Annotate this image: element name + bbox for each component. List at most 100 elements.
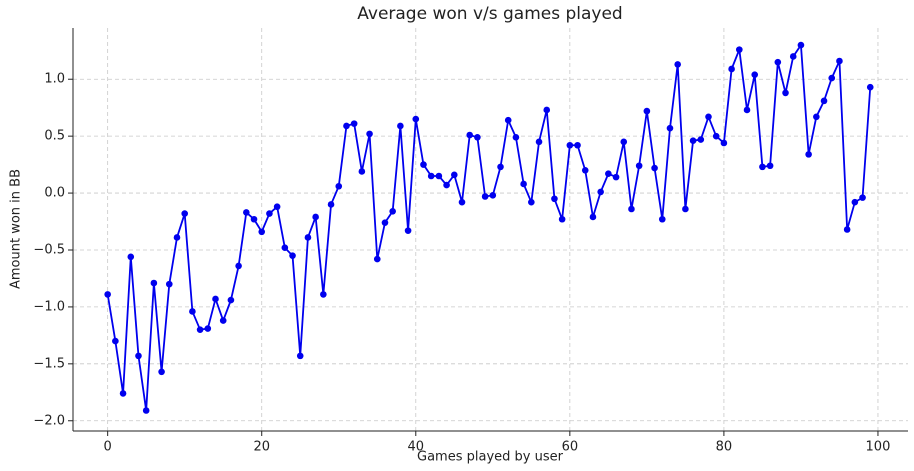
data-point — [420, 161, 427, 168]
data-point — [851, 198, 859, 206]
data-point — [196, 326, 204, 333]
data-point — [266, 210, 273, 217]
data-point — [682, 205, 689, 213]
data-point — [289, 252, 296, 259]
data-point — [720, 139, 728, 147]
data-point — [127, 253, 135, 261]
data-point — [165, 280, 173, 288]
data-point — [189, 308, 196, 315]
data-point — [551, 195, 558, 203]
data-point — [443, 181, 450, 189]
y-tick-label: 1.0 — [44, 72, 65, 87]
data-point — [350, 120, 358, 127]
data-point — [643, 107, 651, 115]
y-tick-label: −2.0 — [33, 413, 65, 428]
data-point — [751, 71, 759, 78]
data-point — [635, 162, 643, 170]
data-point — [558, 215, 566, 223]
data-point — [320, 291, 327, 298]
data-point — [227, 296, 235, 304]
data-point — [381, 219, 389, 226]
data-point — [173, 234, 181, 241]
data-point — [574, 141, 581, 149]
x-tick-label: 20 — [253, 440, 270, 455]
data-point — [181, 210, 188, 217]
data-point — [805, 151, 812, 158]
data-point — [728, 65, 735, 73]
data-point — [312, 213, 319, 221]
data-point — [736, 46, 743, 53]
data-point — [497, 163, 504, 171]
data-point — [450, 171, 458, 179]
data-point — [358, 168, 366, 175]
data-point — [820, 97, 828, 105]
data-point — [774, 58, 782, 66]
data-point — [843, 226, 851, 233]
data-point — [281, 244, 289, 252]
data-point — [658, 215, 666, 223]
data-point — [397, 122, 404, 130]
data-point — [204, 325, 212, 332]
data-point — [258, 228, 266, 236]
x-tick-label: 100 — [866, 440, 891, 455]
data-point — [304, 234, 312, 241]
chart-title: Average won v/s games played — [357, 4, 622, 24]
data-point — [666, 124, 674, 132]
data-point — [836, 57, 843, 65]
x-axis-label: Games played by user — [417, 450, 564, 465]
data-point — [535, 138, 543, 146]
data-point — [828, 74, 836, 82]
y-tick-label: 0.5 — [44, 129, 65, 144]
data-point — [566, 141, 574, 149]
data-point — [712, 132, 720, 140]
y-tick-label: −0.5 — [33, 242, 65, 257]
data-point — [435, 172, 443, 180]
data-point — [651, 164, 658, 172]
data-point — [797, 41, 805, 49]
data-line — [106, 42, 872, 411]
data-point — [112, 337, 119, 345]
data-point — [512, 133, 520, 141]
data-point — [543, 106, 551, 114]
data-point — [135, 352, 142, 360]
data-point — [520, 180, 527, 188]
data-point — [404, 227, 412, 234]
data-point — [466, 131, 474, 139]
data-point — [481, 193, 489, 200]
x-tick-label: 0 — [104, 440, 112, 455]
data-point — [866, 83, 874, 91]
data-point — [528, 198, 535, 206]
data-point — [343, 122, 350, 130]
data-point — [504, 116, 512, 124]
data-point — [389, 207, 396, 215]
data-point — [335, 182, 343, 190]
x-tick-label: 80 — [716, 440, 733, 455]
data-point — [427, 172, 435, 180]
data-point — [813, 113, 820, 121]
data-point — [766, 162, 774, 170]
data-point — [620, 138, 628, 146]
data-point — [243, 209, 250, 216]
data-point — [273, 203, 281, 211]
y-tick-label: 0.0 — [44, 186, 65, 201]
data-point — [689, 137, 697, 145]
data-point — [743, 106, 751, 114]
data-point — [458, 198, 466, 206]
data-point — [158, 368, 165, 376]
data-point — [412, 115, 420, 123]
data-point — [366, 130, 373, 138]
data-point — [605, 170, 612, 178]
data-point — [235, 262, 242, 270]
data-point — [296, 352, 304, 360]
y-axis-label: Amount won in BB — [9, 169, 24, 289]
data-point — [705, 113, 712, 121]
data-point — [674, 61, 681, 68]
data-point — [581, 167, 589, 174]
data-point — [142, 407, 150, 414]
data-point — [782, 89, 789, 97]
data-point — [489, 192, 497, 199]
data-point — [250, 215, 258, 223]
data-point — [589, 213, 597, 221]
data-point — [597, 188, 604, 196]
